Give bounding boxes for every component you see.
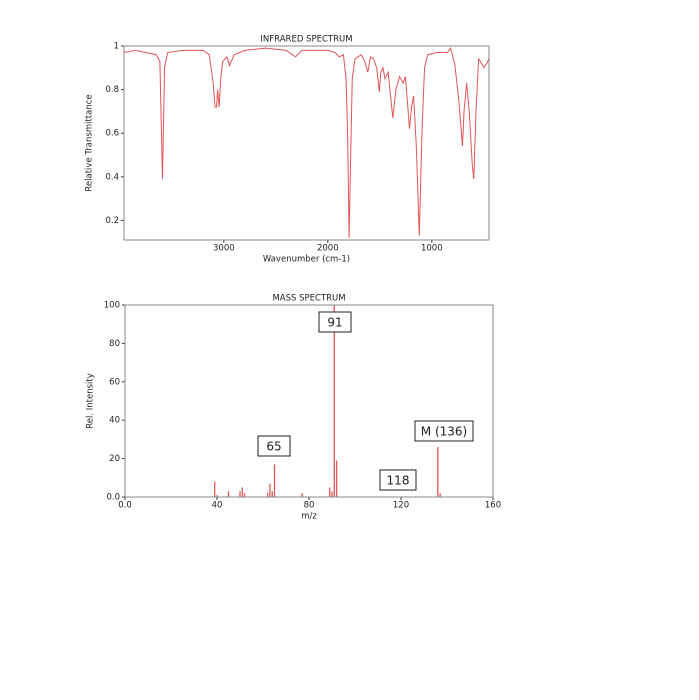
y-tick-label: 20 xyxy=(109,454,120,464)
x-tick-label: 3000 xyxy=(213,244,235,254)
y-tick-label: 100 xyxy=(104,301,120,311)
y-tick-label: 0.8 xyxy=(105,85,119,95)
annotation-box xyxy=(318,311,352,333)
y-tick-label: 0.6 xyxy=(105,129,119,139)
spectrum-line xyxy=(123,47,490,238)
x-tick-label: 40 xyxy=(212,501,223,511)
chart-title: INFRARED SPECTRUM xyxy=(260,35,352,45)
plot-frame xyxy=(124,304,494,498)
y-tick-label: 40 xyxy=(109,416,120,426)
y-tick-label: 60 xyxy=(109,377,120,387)
plot-frame xyxy=(123,45,490,241)
y-tick-label: 1 xyxy=(114,42,119,52)
annotation-box xyxy=(379,469,417,491)
x-tick-label: 160 xyxy=(485,501,501,511)
x-tick-label: 2000 xyxy=(317,244,339,254)
x-tick-label: 80 xyxy=(304,501,315,511)
y-tick-label: 80 xyxy=(109,339,120,349)
annotation-box xyxy=(257,435,291,457)
y-tick-label: 0.4 xyxy=(105,172,119,182)
x-tick-label: 0.0 xyxy=(118,501,132,511)
y-axis-label: Relative Transmittance xyxy=(85,94,95,191)
x-axis-label: m/z xyxy=(301,512,317,522)
chart-title: MASS SPECTRUM xyxy=(272,294,345,304)
y-axis-label: Rel. Intensity xyxy=(86,373,96,429)
x-tick-label: 1000 xyxy=(421,244,443,254)
x-tick-label: 120 xyxy=(393,501,409,511)
x-axis-label: Wavenumber (cm-1) xyxy=(263,255,350,265)
annotation: M (136) xyxy=(421,425,467,439)
y-tick-label: 0.0 xyxy=(106,493,120,503)
annotation: 118 xyxy=(387,474,410,488)
annotation: 65 xyxy=(266,440,281,454)
annotation-box xyxy=(414,420,474,442)
y-tick-label: 0.2 xyxy=(105,216,119,226)
annotation: 91 xyxy=(327,316,342,330)
